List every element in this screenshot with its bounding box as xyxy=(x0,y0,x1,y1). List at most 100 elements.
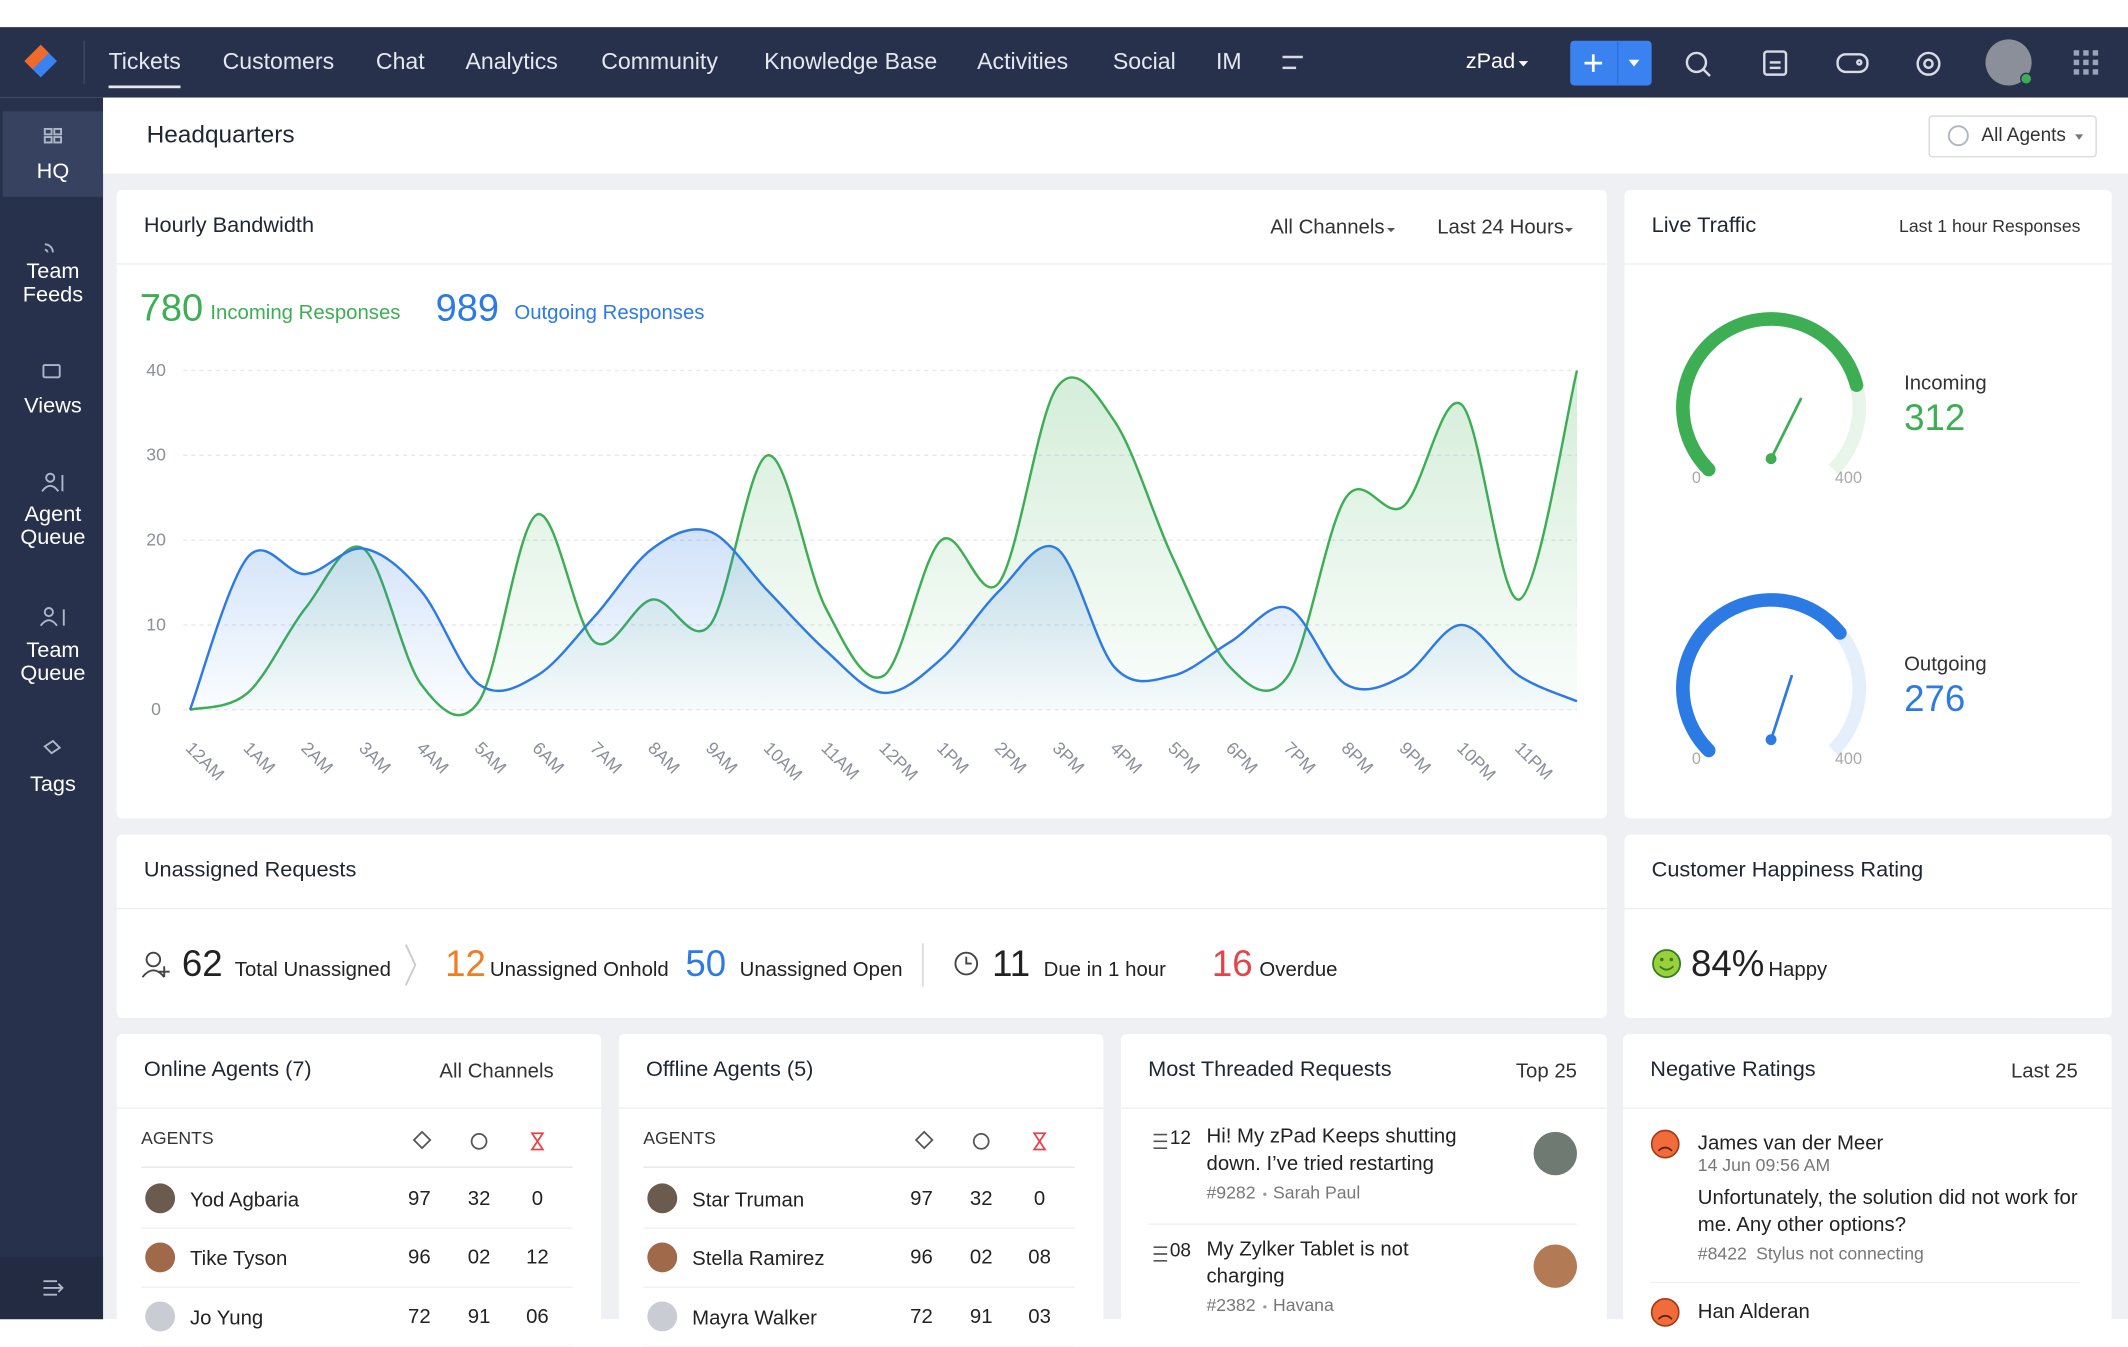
thread-text: Hi! My zPad Keeps shutting down. I’ve tr… xyxy=(1206,1125,1457,1176)
agent-name: Stella Ramirez xyxy=(692,1247,825,1271)
x-tick-label: 11AM xyxy=(817,738,863,784)
series-line xyxy=(189,370,1579,717)
card-title: Offline Agents (5) xyxy=(646,1058,814,1082)
x-tick-label: 9AM xyxy=(702,738,742,778)
agent-stat: 32 xyxy=(969,1186,993,1210)
nav-tab[interactable]: IM xyxy=(1216,48,1242,75)
page-header xyxy=(103,97,2128,174)
new-icons[interactable] xyxy=(1584,42,1619,85)
gauge-label: Incoming xyxy=(1904,371,1987,395)
agent-filter-label: All Agents xyxy=(1981,123,2066,146)
agent-stat: 97 xyxy=(408,1186,431,1210)
incoming-label: Incoming Responses xyxy=(210,300,401,324)
sidebar-item[interactable]: Agent Queue xyxy=(20,503,86,550)
nav-tab[interactable]: Analytics xyxy=(465,48,558,75)
x-tick-label: 2AM xyxy=(297,738,337,778)
gauge-reading: 312 xyxy=(1904,397,1966,439)
thread-icon xyxy=(1153,1133,1168,1149)
thread-count: 12 xyxy=(1169,1126,1191,1149)
gauge-pivot xyxy=(1765,453,1777,465)
stat-value: 62 xyxy=(181,943,223,985)
list-graphics xyxy=(141,1129,2080,1347)
nav-tab[interactable]: Customers xyxy=(222,48,335,75)
card-title: Unassigned Requests xyxy=(143,858,357,882)
nav-icons[interactable] xyxy=(1282,50,1941,77)
outgoing-total: 989 xyxy=(435,286,500,329)
divider xyxy=(116,907,1607,910)
portal-switch[interactable]: zPad xyxy=(1465,49,1516,74)
sidebar-item[interactable]: Views xyxy=(24,394,82,419)
stat-label: Overdue xyxy=(1259,957,1338,981)
x-tick-label: 4PM xyxy=(1106,738,1146,778)
sidebar-item[interactable]: Team Queue xyxy=(20,639,86,686)
card-title: Most Threaded Requests xyxy=(1148,1058,1392,1082)
caret xyxy=(1628,59,1640,67)
agent-avatar xyxy=(647,1183,678,1214)
stat-value: 16 xyxy=(1211,943,1253,985)
agent-stat: 06 xyxy=(526,1304,549,1328)
column-header: AGENTS xyxy=(643,1127,716,1148)
agent-name: Mayra Walker xyxy=(692,1306,817,1330)
page-title: Headquarters xyxy=(146,121,295,149)
sad-face xyxy=(1650,1129,1680,1159)
agent-stat: 96 xyxy=(408,1245,431,1269)
icon-time xyxy=(470,1133,488,1150)
sidebar-active xyxy=(2,111,104,197)
rater-name: James van der Meer xyxy=(1697,1131,1884,1155)
agent-filter[interactable] xyxy=(1928,115,2097,158)
sidebar-item[interactable]: HQ xyxy=(36,160,70,184)
stat-label: Unassigned Onhold xyxy=(489,957,669,981)
x-tick-label: 5AM xyxy=(471,738,511,778)
negative-card xyxy=(1623,1034,2112,1347)
x-tick-label: 8PM xyxy=(1338,738,1378,778)
nav-tab[interactable]: Knowledge Base xyxy=(764,48,938,75)
live-traffic-card xyxy=(1624,190,2112,819)
status-dot xyxy=(2020,72,2033,85)
apps-icon[interactable] xyxy=(2073,50,2099,75)
agent-avatar xyxy=(145,1242,176,1273)
divider xyxy=(1624,907,2112,910)
agent-stat: 72 xyxy=(408,1304,431,1328)
range-filter[interactable]: Last 24 Hours xyxy=(1437,215,1564,239)
gauge-min: 0 xyxy=(1691,748,1701,768)
card-filter: Top 25 xyxy=(1515,1059,1578,1083)
rating-comment: Unfortunately, the solution did not work… xyxy=(1697,1186,2078,1237)
nav-tab[interactable]: Tickets xyxy=(108,48,181,89)
user-avatar[interactable] xyxy=(1985,39,2032,86)
agent-stat: 0 xyxy=(1033,1186,1046,1210)
caret xyxy=(2075,134,2084,140)
agent-stat: 02 xyxy=(969,1245,993,1269)
divider xyxy=(1623,1107,2112,1109)
new-button[interactable] xyxy=(1570,40,1652,86)
happiness-value: 84% xyxy=(1691,943,1765,985)
channel-filter[interactable]: All Channels xyxy=(1270,215,1385,239)
card-title: Online Agents (7) xyxy=(143,1058,312,1082)
logo[interactable] xyxy=(24,44,58,78)
caret xyxy=(1564,228,1573,233)
agent-stat: 72 xyxy=(910,1304,933,1328)
sad-mouth xyxy=(1657,1146,1673,1152)
sidebar-item[interactable]: Team Feeds xyxy=(22,260,84,307)
nav-tab[interactable]: Social xyxy=(1112,48,1176,75)
series-area xyxy=(190,529,1578,710)
card-title: Negative Ratings xyxy=(1650,1058,1816,1082)
separator-dot xyxy=(1263,1192,1267,1196)
agent-stat: 91 xyxy=(467,1304,491,1328)
thread-id: #2382 xyxy=(1206,1294,1256,1315)
sidebar-item[interactable]: Tags xyxy=(29,773,76,797)
card-title: Hourly Bandwidth xyxy=(143,214,315,238)
nav-tab[interactable]: Community xyxy=(601,48,718,75)
thread-text: My Zylker Tablet is not charging xyxy=(1206,1237,1409,1288)
x-tick-label: 5PM xyxy=(1164,738,1204,778)
nav-tab[interactable]: Activities xyxy=(977,48,1069,75)
x-tick-label: 3PM xyxy=(1049,738,1089,778)
agent-avatar xyxy=(145,1183,176,1214)
icon-time xyxy=(972,1133,990,1150)
icon-overdue xyxy=(1032,1132,1047,1151)
offline-card xyxy=(618,1034,1104,1347)
gauge-value xyxy=(1676,312,1864,477)
nav-tab[interactable]: Chat xyxy=(375,48,425,75)
agent-stat: 91 xyxy=(969,1304,993,1328)
